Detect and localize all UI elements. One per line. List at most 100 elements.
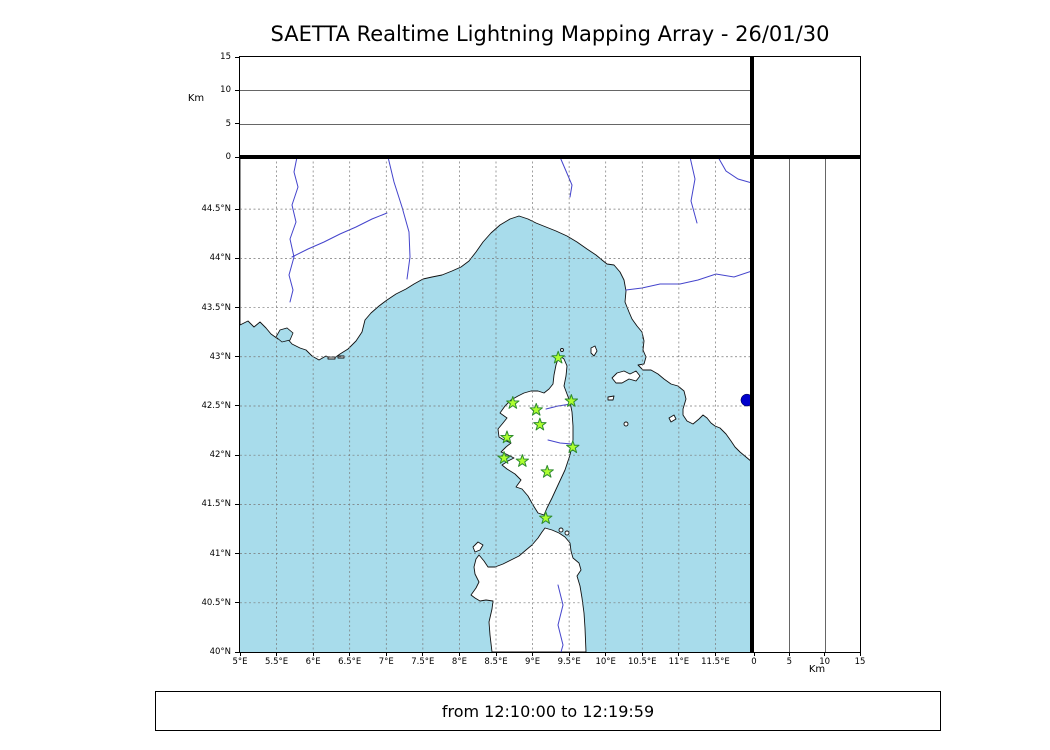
lon-tick-label: 11°E — [668, 657, 690, 667]
river-golo — [545, 403, 572, 410]
lat-tick — [235, 356, 239, 358]
lat-tick — [235, 503, 239, 505]
station-star-marker — [497, 451, 511, 464]
lon-tick — [422, 652, 424, 656]
time-range-label: from 12:10:00 to 12:19:59 — [441, 701, 655, 721]
lat-tick-label: 42°N — [209, 450, 231, 461]
lon-tick-label: 6°E — [305, 657, 321, 667]
right-panel-gridline — [789, 157, 791, 652]
right-altitude-tick — [788, 652, 790, 656]
capraia-island — [590, 345, 598, 357]
right-panel-unit-label: Km — [808, 664, 826, 675]
lon-tick-label: 9.5°E — [557, 657, 581, 667]
rivers — [288, 156, 753, 653]
lat-tick-label: 41°N — [209, 548, 231, 559]
lon-tick — [458, 652, 460, 656]
asinara-island — [472, 541, 484, 553]
station-star-marker — [539, 511, 553, 524]
top-panel-unit-label: Km — [187, 93, 205, 104]
coast-mainland-france-italy — [239, 156, 753, 463]
station-star-marker — [500, 430, 514, 444]
montecristo-island — [623, 421, 629, 427]
lat-tick — [235, 602, 239, 604]
river-po-tributary — [559, 156, 573, 198]
altitude-histogram-panel — [753, 56, 861, 158]
right-altitude-tick-label: 10 — [819, 657, 831, 667]
lon-tick — [605, 652, 607, 656]
river-arno — [625, 270, 753, 291]
lat-tick-label: 43°N — [209, 351, 231, 362]
lon-tick — [532, 652, 534, 656]
lon-tick-label: 6.5°E — [338, 657, 362, 667]
river-sardinia — [557, 584, 564, 653]
sardinia-island — [470, 527, 587, 653]
station-star-marker — [564, 394, 579, 407]
right-panel-gridline — [824, 157, 826, 652]
right-altitude-tick-label: 0 — [751, 657, 757, 667]
lon-tick — [276, 652, 278, 656]
lat-tick — [235, 454, 239, 456]
giraglia-island — [560, 348, 564, 352]
lon-tick — [678, 652, 680, 656]
station-star-marker — [551, 350, 565, 364]
elba-island — [611, 370, 641, 384]
top-panel-gridline — [240, 90, 752, 92]
lon-tick-label: 7°E — [378, 657, 394, 667]
maddalena-island — [558, 527, 564, 533]
right-altitude-tick-label: 5 — [786, 657, 793, 667]
hyeres-islands — [327, 356, 336, 360]
lon-tick-label: 5°E — [232, 657, 248, 667]
station-star-marker — [533, 417, 547, 431]
etang-de-berre-lagoon — [275, 327, 294, 343]
top-altitude-tick-label: 0 — [225, 152, 231, 162]
lat-tick-label: 44.5°N — [201, 204, 231, 215]
right-altitude-tick-label: 15 — [854, 657, 866, 667]
lon-tick — [568, 652, 570, 656]
river-po-tributary-3 — [717, 156, 753, 184]
top-altitude-tick-label: 15 — [220, 52, 231, 62]
lon-tick — [385, 652, 387, 656]
right-altitude-tick — [753, 652, 755, 656]
lat-tick — [235, 553, 239, 555]
lon-tick-label: 7.5°E — [411, 657, 435, 667]
landmasses — [239, 156, 753, 653]
top-altitude-tick — [235, 156, 239, 158]
top-altitude-tick-label: 10 — [220, 85, 231, 96]
lat-tick-label: 40.5°N — [201, 597, 231, 608]
lat-tick-label: 40°N — [209, 647, 231, 657]
map-panel — [239, 156, 754, 653]
river-var — [387, 156, 411, 280]
lon-tick-label: 10.5°E — [628, 657, 657, 667]
lat-tick — [235, 307, 239, 309]
maddalena-island-2 — [564, 530, 570, 536]
time-range-box: from 12:10:00 to 12:19:59 — [155, 691, 941, 731]
lon-tick — [239, 652, 241, 656]
lon-tick-label: 5.5°E — [264, 657, 289, 667]
river-durance — [291, 212, 388, 258]
lon-tick-label: 8.5°E — [484, 657, 508, 667]
station-star-marker — [566, 440, 580, 454]
river-po-tributary-2 — [689, 156, 698, 224]
right-altitude-tick — [824, 652, 826, 656]
figure-title: SAETTA Realtime Lightning Mapping Array … — [270, 22, 830, 46]
top-panel-gridline — [240, 123, 752, 125]
lat-tick — [235, 257, 239, 259]
lat-tick — [235, 208, 239, 210]
river-tavignano — [547, 439, 573, 445]
lat-tick — [235, 405, 239, 407]
lat-tick-label: 43.5°N — [201, 302, 231, 313]
giglio-island — [668, 414, 677, 423]
lon-tick — [495, 652, 497, 656]
map-svg — [239, 156, 754, 653]
panel-divider-vertical — [750, 56, 754, 653]
top-altitude-tick — [235, 56, 239, 58]
altitude-vs-latitude-panel — [753, 156, 861, 653]
station-star-marker — [529, 402, 543, 416]
lon-tick — [349, 652, 351, 656]
top-altitude-tick — [235, 89, 239, 91]
lat-tick-label: 41.5°N — [201, 499, 231, 510]
pianosa-island — [607, 395, 615, 401]
station-star-marker — [540, 464, 554, 478]
lon-tick-label: 11.5°E — [701, 657, 730, 667]
